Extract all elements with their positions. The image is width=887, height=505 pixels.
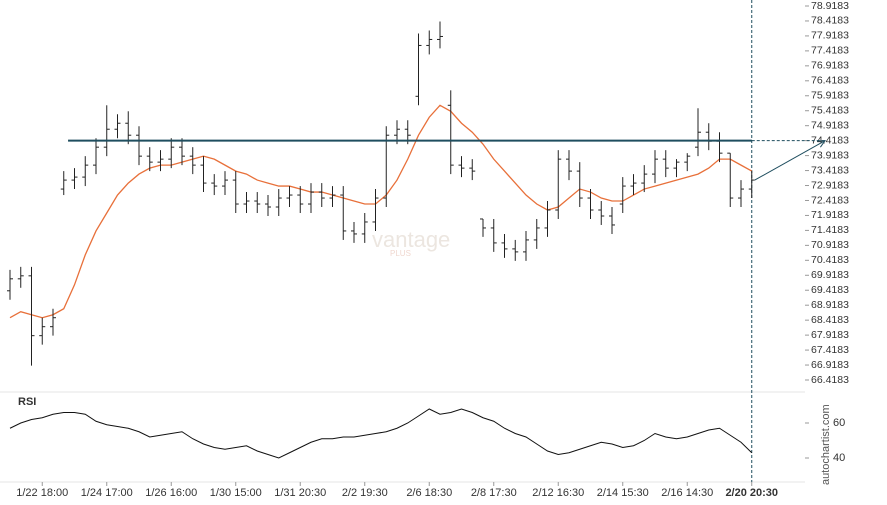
y-tick-label: 78.4183 [811,15,849,27]
y-tick-label: 76.4183 [811,75,849,87]
rsi-tick-label: 40 [833,452,845,464]
y-tick-label: 70.4183 [811,254,849,266]
y-tick-label: 75.4183 [811,105,849,117]
y-tick-label: 77.4183 [811,45,849,57]
x-tick-label: 2/2 19:30 [342,487,388,499]
watermark: vantage [372,227,450,252]
y-tick-label: 76.9183 [811,60,849,72]
x-tick-label: 2/12 16:30 [532,487,584,499]
forecast-arrow [754,140,826,181]
x-tick-label: 1/22 18:00 [16,487,68,499]
y-tick-label: 69.4183 [811,284,849,296]
x-tick-label: 2/6 18:30 [406,487,452,499]
x-tick-label: 2/8 17:30 [471,487,517,499]
x-tick-label: 2/16 14:30 [661,487,713,499]
y-tick-label: 75.9183 [811,90,849,102]
x-tick-label: 1/31 20:30 [274,487,326,499]
x-tick-label: 2/20 20:30 [725,487,778,499]
y-tick-label: 78.9183 [811,0,849,12]
y-tick-label: 77.9183 [811,30,849,42]
rsi-title: RSI [18,396,36,408]
y-tick-label: 67.9183 [811,329,849,341]
watermark-sub: PLUS [390,249,411,258]
x-tick-label: 1/24 17:00 [81,487,133,499]
y-tick-label: 69.9183 [811,269,849,281]
y-tick-label: 68.9183 [811,299,849,311]
y-tick-label: 66.9183 [811,359,849,371]
rsi-line [9,408,753,459]
y-tick-label: 74.4183 [811,134,849,146]
source-credit: autochartist.com [820,404,832,485]
x-tick-label: 1/30 15:00 [210,487,262,499]
x-tick-label: 1/26 16:00 [145,487,197,499]
forecast-arrowhead [816,140,827,148]
y-tick-label: 73.9183 [811,149,849,161]
moving-average [9,104,753,319]
y-tick-label: 70.9183 [811,239,849,251]
y-tick-label: 71.4183 [811,224,849,236]
y-tick-label: 71.9183 [811,209,849,221]
y-tick-label: 68.4183 [811,314,849,326]
y-tick-label: 73.4183 [811,164,849,176]
y-tick-label: 66.4183 [811,374,849,386]
y-tick-label: 72.9183 [811,179,849,191]
y-tick-label: 67.4183 [811,344,849,356]
y-tick-label: 74.9183 [811,119,849,131]
x-tick-label: 2/14 15:30 [597,487,649,499]
y-tick-label: 72.4183 [811,194,849,206]
rsi-tick-label: 60 [833,417,845,429]
